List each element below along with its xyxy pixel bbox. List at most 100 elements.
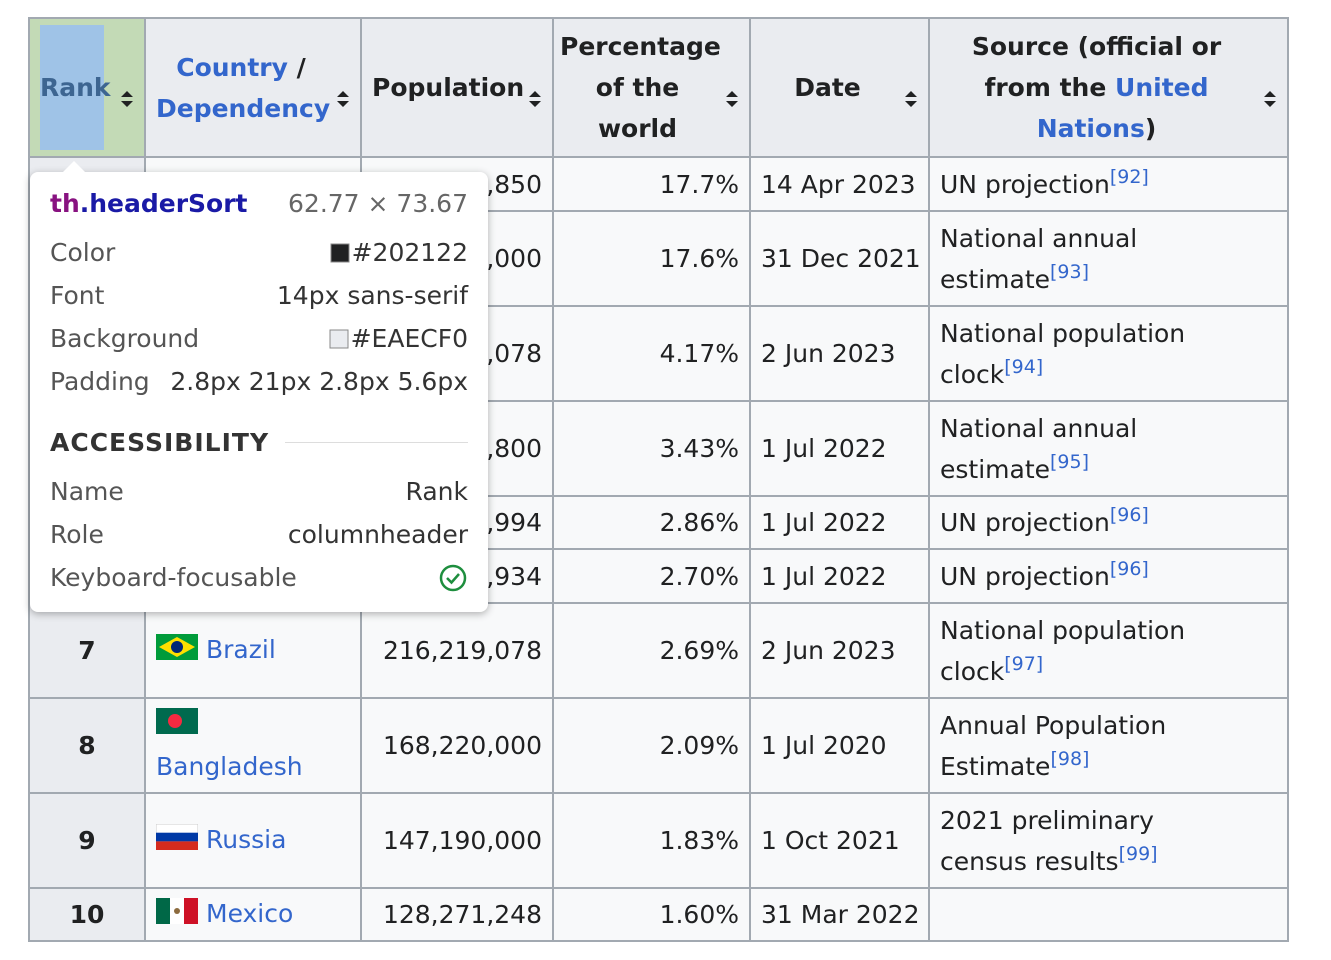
percentage: 3.43%	[659, 434, 739, 463]
rank-cell: 8	[28, 697, 146, 794]
source-cell: UN projection[92]	[928, 156, 1289, 212]
date: 31 Mar 2022	[761, 900, 920, 929]
reference[interactable]: [92]	[1109, 165, 1149, 188]
header-country[interactable]: Country / Dependency	[144, 17, 362, 158]
population: ,800	[486, 434, 542, 463]
population: 168,220,000	[382, 731, 542, 760]
rank-cell: 9	[28, 792, 146, 889]
source-cell: UN projection[96]	[928, 548, 1289, 604]
header-text: /	[296, 52, 306, 82]
percentage-cell: 4.17%	[552, 305, 751, 402]
check-icon	[438, 563, 468, 599]
flag	[156, 895, 198, 936]
percentage: 1.83%	[659, 826, 739, 855]
tooltip-value-text: #EAECF0	[350, 324, 468, 353]
header-text: Rank	[40, 25, 111, 150]
header-percentage[interactable]: Percentage of the world	[552, 17, 751, 158]
devtools-tooltip: th.headerSort 62.77 × 73.67 Color #202122…	[30, 161, 488, 612]
tooltip-value-text: columnheader	[287, 520, 468, 549]
sort-icon[interactable]	[904, 79, 918, 120]
source: Annual Population Estimate	[940, 710, 1167, 781]
header-population[interactable]: Population	[360, 17, 554, 158]
tooltip-value-text: #202122	[351, 238, 468, 267]
header-date[interactable]: Date	[749, 17, 930, 158]
header-text: Date	[794, 73, 861, 102]
reference[interactable]: [98]	[1050, 747, 1090, 770]
reference[interactable]: [94]	[1004, 355, 1044, 378]
source-cell: Annual Population Estimate[98]	[928, 697, 1289, 794]
tag: th	[50, 189, 80, 218]
sort-icon[interactable]	[725, 79, 739, 120]
tooltip-label: Color	[50, 238, 116, 267]
reference[interactable]: [99]	[1118, 842, 1158, 865]
header-rank[interactable]: Rank	[28, 17, 146, 158]
percentage: 2.86%	[659, 508, 739, 537]
table-row: 10 Mexico 128,271,248 1.60% 31 Mar 2022	[28, 887, 1289, 942]
header-link[interactable]: United Nations	[1036, 73, 1209, 143]
flag	[156, 631, 198, 672]
rank-cell: 10	[28, 887, 146, 942]
percentage: 2.70%	[659, 561, 739, 591]
country-cell: Brazil	[144, 602, 362, 699]
tooltip-row: Keyboard-focusable	[50, 563, 468, 599]
tooltip-value-text: Rank	[405, 477, 468, 506]
population: ,850	[486, 169, 542, 199]
date-cell: 1 Jul 2022	[749, 400, 930, 497]
percentage-cell: 2.69%	[552, 602, 751, 699]
reference[interactable]: [96]	[1109, 557, 1149, 580]
tooltip-label: Font	[50, 281, 105, 310]
sort-icon[interactable]	[528, 79, 542, 120]
date-cell: 1 Jul 2020	[749, 697, 930, 794]
tooltip-row: Background #EAECF0	[50, 324, 468, 353]
header-link[interactable]: Dependency	[156, 93, 331, 123]
percentage: 17.6%	[659, 244, 739, 273]
percentage: 4.17%	[659, 339, 739, 368]
source-cell: National population clock[97]	[928, 602, 1289, 699]
population: 216,219,078	[382, 636, 542, 665]
sort-icon[interactable]	[336, 79, 350, 120]
section-title: ACCESSIBILITY	[50, 428, 270, 457]
country-link[interactable]: Russia	[206, 825, 287, 855]
source-cell	[928, 887, 1289, 942]
source-cell: National annual estimate[95]	[928, 400, 1289, 497]
tooltip-label: Role	[50, 520, 104, 549]
class: .headerSort	[79, 189, 248, 218]
date: 1 Jul 2022	[761, 561, 887, 591]
source-cell: UN projection[96]	[928, 495, 1289, 550]
table-row: 9 Russia 147,190,000 1.83% 1 Oct 2021 2021 pr…	[28, 792, 1289, 889]
sort-icon[interactable]	[120, 79, 134, 120]
reference[interactable]: [96]	[1109, 504, 1149, 526]
reference[interactable]: [93]	[1050, 260, 1090, 283]
population-cell: 168,220,000	[360, 697, 554, 794]
tooltip-value: Rank	[406, 477, 468, 506]
source: UN projection	[940, 508, 1110, 537]
reference[interactable]: [97]	[1004, 652, 1044, 675]
source: National annual estimate	[940, 413, 1138, 484]
tooltip-label: Keyboard-focusable	[50, 563, 297, 592]
sort-icon[interactable]	[1263, 79, 1277, 120]
tooltip-row: Font 14px sans-serif	[50, 281, 468, 310]
header-source[interactable]: Source (official or from the United Nati…	[928, 17, 1289, 158]
tooltip-label: Background	[50, 324, 200, 353]
tooltip-section: ACCESSIBILITY	[50, 428, 468, 457]
header-text: Source (official or from the	[971, 32, 1222, 102]
country-link[interactable]: Brazil	[206, 635, 276, 665]
tooltip-row: Role columnheader	[50, 520, 468, 549]
population: 128,271,248	[382, 900, 542, 929]
tooltip-row: Name Rank	[50, 477, 468, 506]
header-text: )	[1144, 114, 1157, 143]
percentage: 17.7%	[659, 169, 739, 199]
country-link[interactable]: Mexico	[206, 899, 294, 929]
reference[interactable]: [95]	[1050, 450, 1090, 473]
header-link[interactable]: Country	[176, 52, 288, 82]
rank: 10	[69, 900, 105, 929]
population: 147,190,000	[382, 826, 542, 855]
country-link[interactable]: Bangladesh	[156, 752, 303, 782]
date: 1 Oct 2021	[761, 826, 900, 855]
table-row: 7 Brazil 216,219,078 2.69% 2 Jun 2023 Nationa…	[28, 602, 1289, 699]
tooltip-value: #202122	[330, 238, 468, 267]
date: 1 Jul 2022	[761, 434, 887, 463]
divider	[285, 442, 468, 443]
date-cell: 1 Jul 2022	[749, 495, 930, 550]
